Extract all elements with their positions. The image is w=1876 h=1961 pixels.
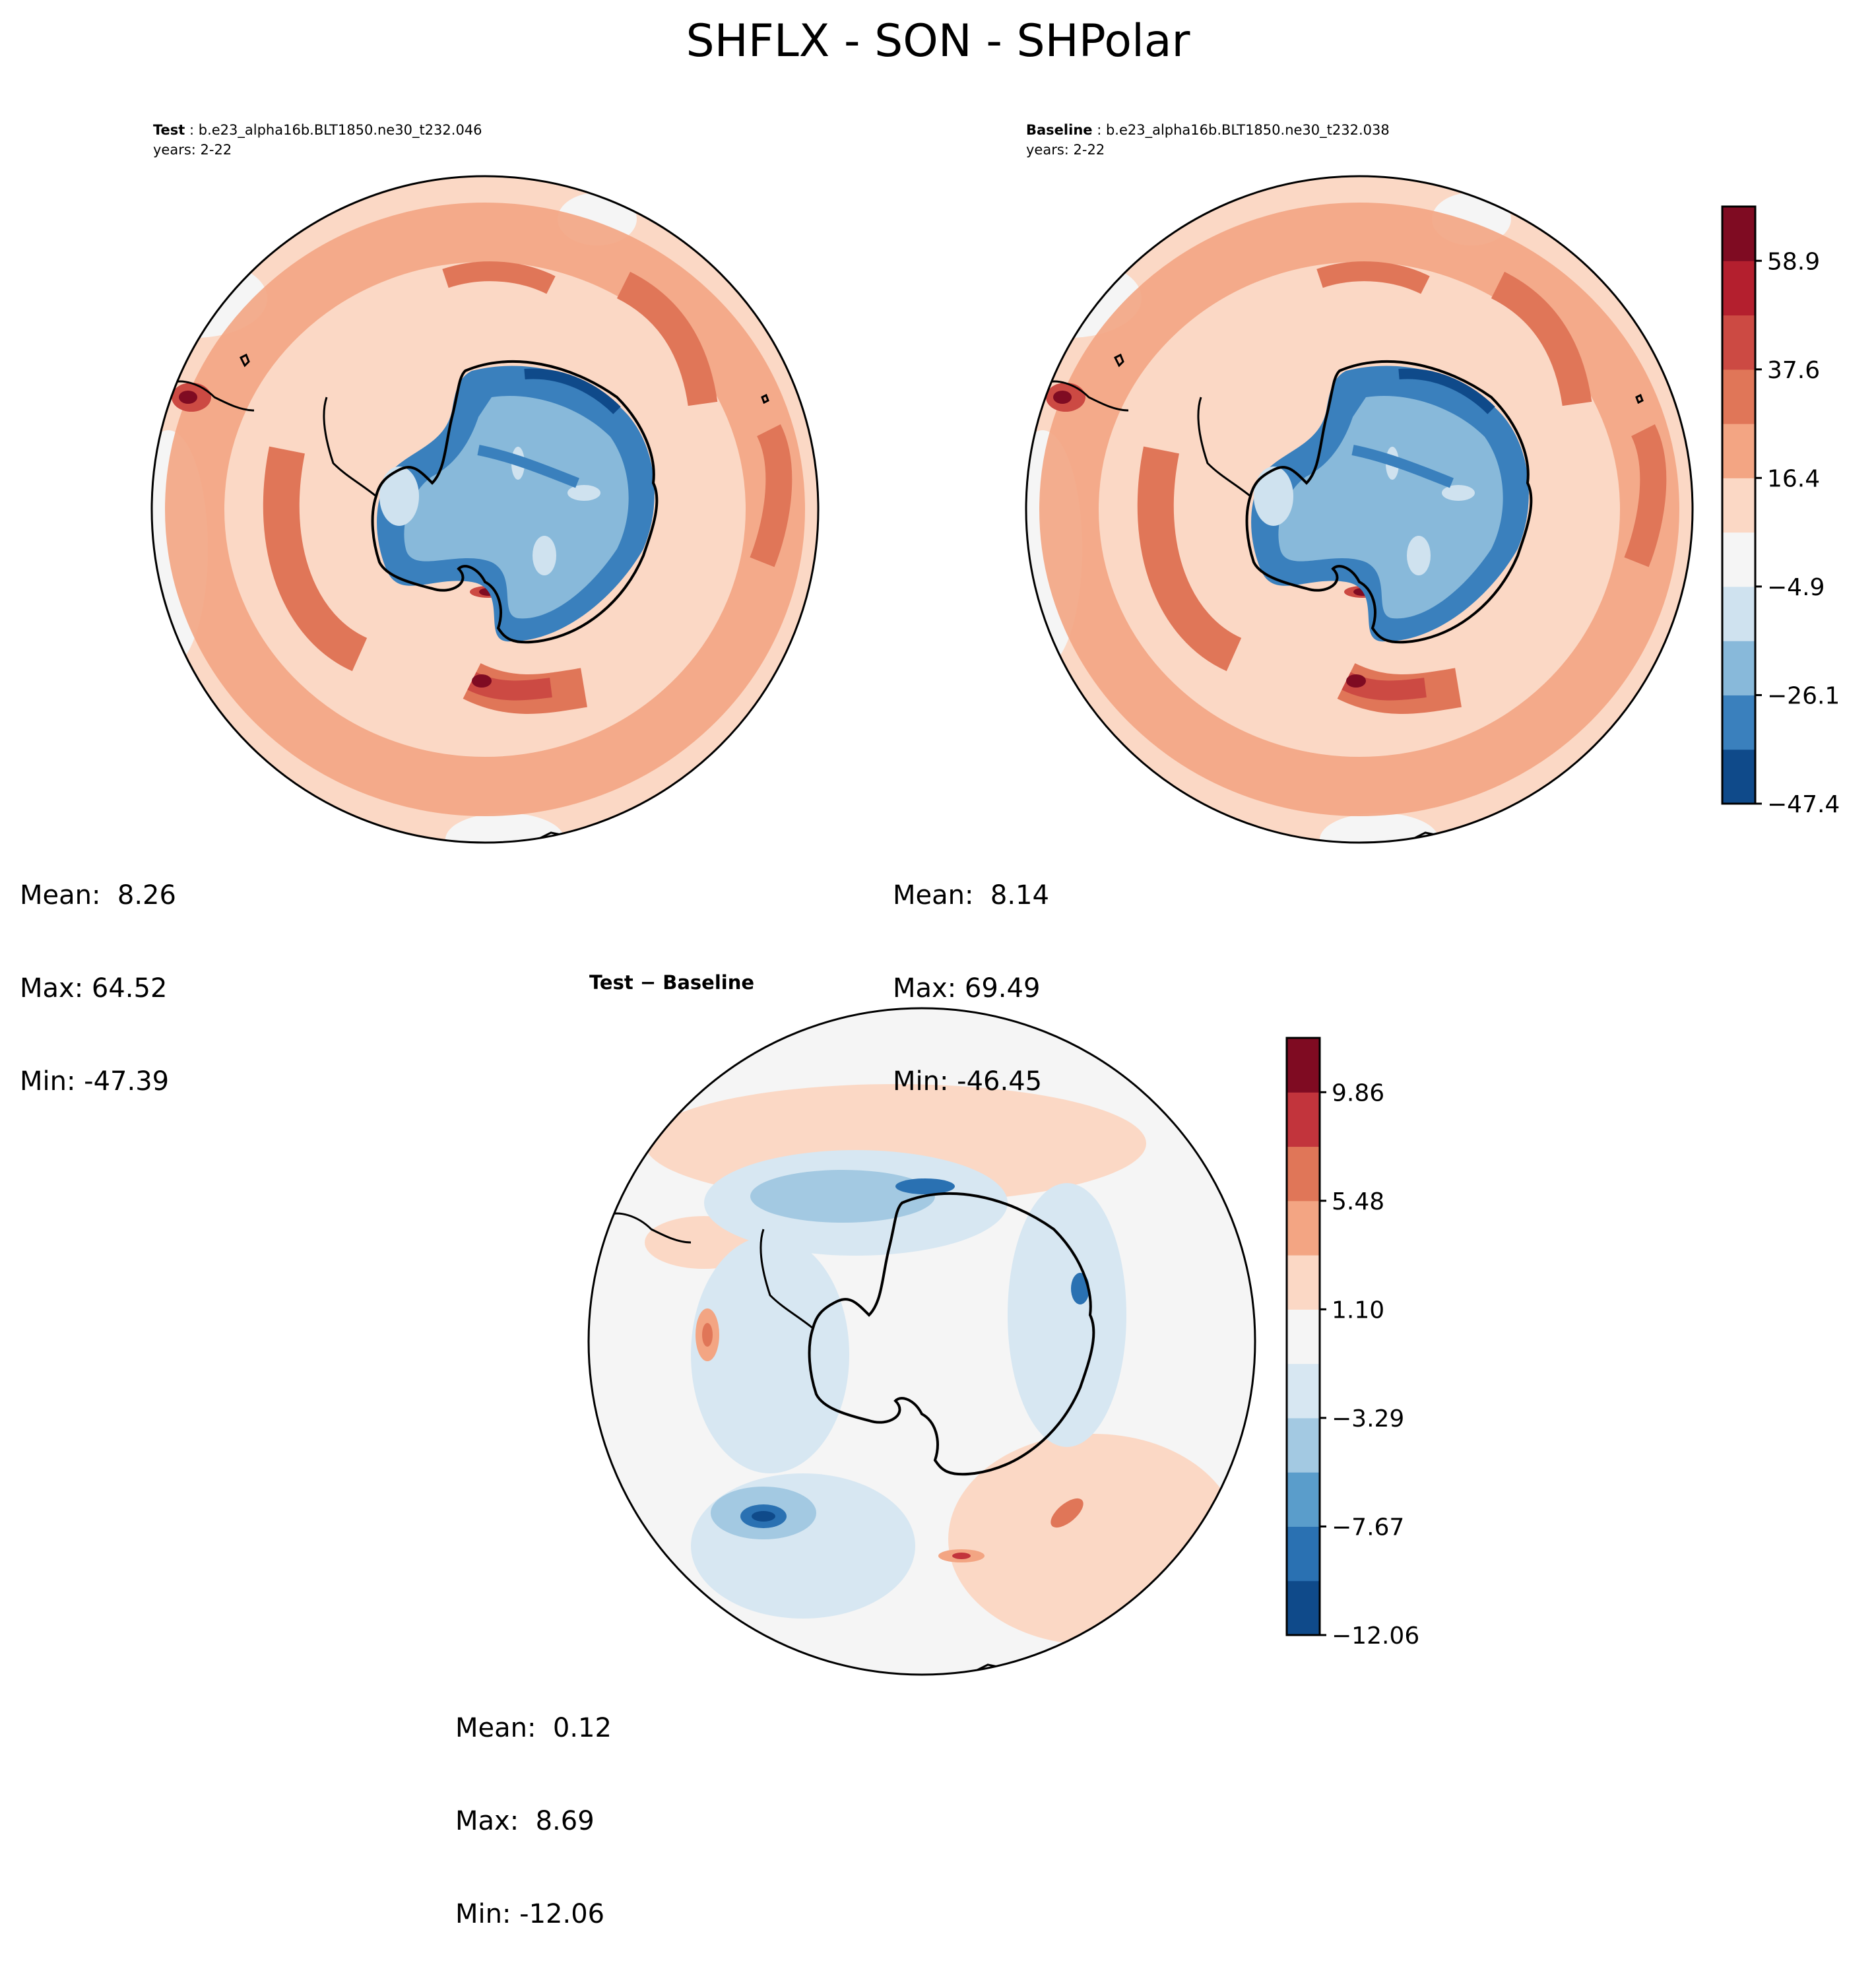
diff-colorbar-segment [1287, 1092, 1320, 1147]
test-case-label: Test : b.e23_alpha16b.BLT1850.ne30_t232.… [153, 120, 482, 140]
figure-canvas: 58.9 37.6 16.4 −4.9 −26.1 −47.4 9.86 5.48 1.10 −… [122, 166, 1840, 1676]
baseline-case-label: Baseline : b.e23_alpha16b.BLT1850.ne30_t… [1026, 120, 1390, 140]
main-colorbar-segment [1722, 369, 1755, 424]
diff-colorbar-tick-label: 9.86 [1332, 1079, 1384, 1107]
main-colorbar-segment [1722, 207, 1755, 261]
figure-title: SHFLX - SON - SHPolar [686, 15, 1190, 67]
test-stats: Mean: 8.26 Max: 64.52 Min: -47.39 [20, 818, 176, 1128]
test-min: Min: -47.39 [20, 1066, 170, 1097]
test-map-field [122, 166, 828, 866]
test-label: Test [153, 122, 185, 138]
main-colorbar-segment [1722, 641, 1755, 695]
main-colorbar-tick-label: −47.4 [1767, 791, 1840, 818]
main-colorbar-tick-label: 37.6 [1767, 357, 1820, 384]
main-colorbar-segment [1722, 749, 1755, 804]
diff-colorbar-segment [1287, 1580, 1320, 1636]
diff-colorbar: 9.86 5.48 1.10 −3.29 −7.67 −12.06 [1285, 1037, 1419, 1650]
baseline-case-name: : b.e23_alpha16b.BLT1850.ne30_t232.038 [1092, 122, 1390, 138]
diff-colorbar-segment [1287, 1363, 1320, 1419]
diff-colorbar-segment [1287, 1526, 1320, 1582]
main-colorbar-frame [1721, 205, 1757, 805]
baseline-min: Min: -46.45 [893, 1066, 1043, 1097]
baseline-stats: Mean: 8.14 Max: 69.49 Min: -46.45 [893, 818, 1049, 1128]
diff-colorbar-tick-label: 1.10 [1332, 1297, 1384, 1324]
diff-stats: Mean: 0.12 Max: 8.69 Min: -12.06 [455, 1651, 612, 1961]
main-colorbar-tick-label: 16.4 [1767, 465, 1820, 492]
diff-colorbar-tick-label: −3.29 [1332, 1405, 1404, 1432]
baseline-mean: Mean: 8.14 [893, 880, 1049, 911]
baseline-map-field [996, 166, 1702, 866]
baseline-years: years: 2-22 [1026, 142, 1105, 158]
diff-colorbar-segment [1287, 1255, 1320, 1310]
baseline-label: Baseline [1026, 122, 1093, 138]
main-colorbar: 58.9 37.6 16.4 −4.9 −26.1 −47.4 [1721, 205, 1840, 818]
main-colorbar-tick-label: −4.9 [1767, 574, 1825, 601]
diff-colorbar-segment [1287, 1472, 1320, 1527]
test-map-boundary [150, 175, 820, 844]
baseline-map-boundary [1025, 175, 1694, 844]
diff-colorbar-tick-label: 5.48 [1332, 1188, 1384, 1215]
main-colorbar-tick-label: 58.9 [1767, 248, 1820, 275]
main-colorbar-segment [1722, 315, 1755, 370]
baseline-max: Max: 69.49 [893, 973, 1041, 1004]
main-colorbar-segment [1722, 478, 1755, 533]
diff-max: Max: 8.69 [455, 1806, 595, 1836]
main-colorbar-tick-label: −26.1 [1767, 682, 1840, 709]
main-colorbar-segment [1722, 424, 1755, 478]
test-case-name: : b.e23_alpha16b.BLT1850.ne30_t232.046 [185, 122, 482, 138]
diff-min: Min: -12.06 [455, 1899, 605, 1929]
diff-colorbar-segment [1287, 1309, 1320, 1365]
test-max: Max: 64.52 [20, 973, 168, 1004]
main-colorbar-segment [1722, 586, 1755, 641]
diff-colorbar-segment [1287, 1146, 1320, 1202]
main-colorbar-segment [1722, 261, 1755, 316]
diff-colorbar-segment [1287, 1200, 1320, 1256]
diff-colorbar-tick-label: −7.67 [1332, 1514, 1404, 1541]
diff-colorbar-tick-label: −12.06 [1332, 1623, 1419, 1650]
main-colorbar-segment [1722, 532, 1755, 587]
diff-colorbar-frame [1285, 1037, 1321, 1636]
diff-colorbar-segment [1287, 1417, 1320, 1473]
diff-colorbar-segment [1287, 1038, 1320, 1093]
diff-mean: Mean: 0.12 [455, 1713, 612, 1743]
main-colorbar-segment [1722, 695, 1755, 750]
test-years: years: 2-22 [153, 142, 232, 158]
diff-title: Test − Baseline [589, 971, 755, 994]
test-mean: Mean: 8.26 [20, 880, 176, 911]
diff-map-boundary [587, 1007, 1256, 1676]
